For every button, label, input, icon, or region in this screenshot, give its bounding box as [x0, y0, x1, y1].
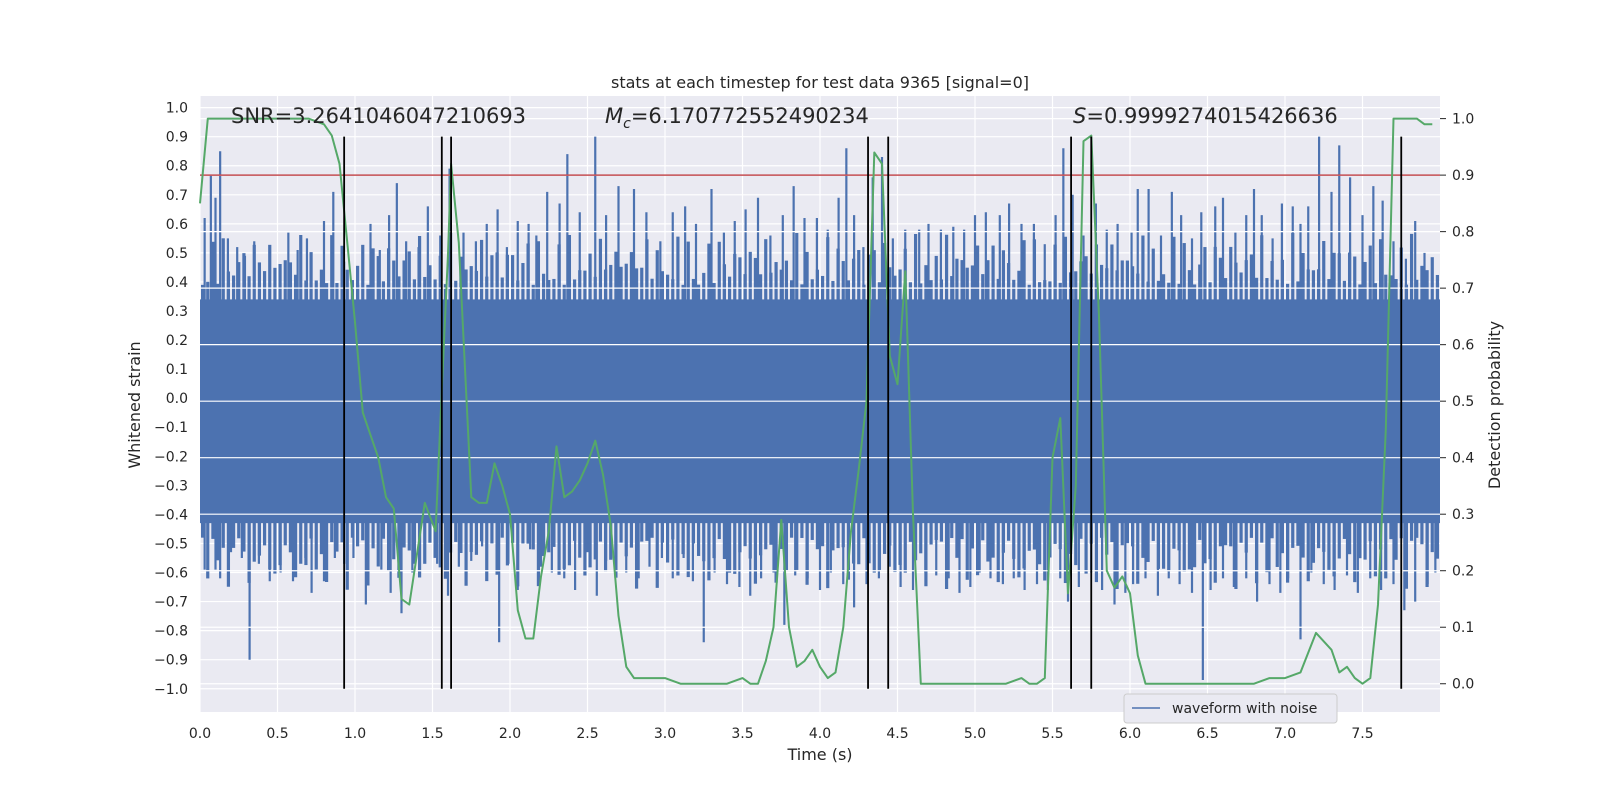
score-annotation: S=0.9999274015426636 [1073, 104, 1338, 128]
waveform-core-band [200, 299, 1440, 524]
x-tick-label: 1.5 [421, 726, 443, 742]
y2-axis-label: Detection probability [1485, 321, 1504, 489]
y-tick-label: −1.0 [154, 682, 188, 698]
score-value: =0.9999274015426636 [1086, 104, 1337, 128]
y2-tick-label: 0.3 [1452, 507, 1474, 523]
y2-tick-label: 0.4 [1452, 451, 1474, 467]
y2-tick-label: 0.6 [1452, 338, 1474, 354]
chirp-mass-annotation: Mc=6.170772552490234 [605, 104, 869, 132]
y-tick-labels: 1.0 0.9 0.8 0.7 0.6 0.5 0.4 0.3 0.2 0.1 0.0 −0.1 −0.… [154, 101, 188, 698]
y-tick-label: −0.9 [154, 653, 188, 669]
x-tick-label: 2.5 [576, 726, 598, 742]
waveform-series [200, 136, 1440, 681]
y-tick-label: 0.9 [166, 130, 188, 146]
x-tick-label: 4.0 [809, 726, 831, 742]
y-tick-label: −0.4 [154, 507, 188, 523]
detection-probability-series [199, 117, 1433, 685]
y2-tick-label: 0.8 [1452, 225, 1474, 241]
y2-tick-label: 0.5 [1452, 394, 1474, 410]
y-tick-label: −0.2 [154, 449, 188, 465]
x-tick-label: 7.5 [1351, 726, 1373, 742]
y-tick-label: 0.3 [166, 304, 188, 320]
x-tick-label: 0.0 [189, 726, 211, 742]
y-tick-label: −0.1 [154, 420, 188, 436]
x-tick-label: 1.0 [344, 726, 366, 742]
x-axis-label: Time (s) [786, 745, 852, 764]
x-tick-label: 5.5 [1041, 726, 1063, 742]
x-tick-labels: 0.0 0.5 1.0 1.5 2.0 2.5 3.0 3.5 4.0 4.5 5.0 5.5 6.0 6… [189, 726, 1374, 742]
x-tick-label: 3.0 [654, 726, 676, 742]
legend: waveform with noise [1123, 693, 1338, 724]
x-tick-label: 6.5 [1196, 726, 1218, 742]
y-tick-label: 0.6 [166, 217, 188, 233]
y-tick-label: −0.8 [154, 624, 188, 640]
chirp-mass-subscript: c [623, 116, 631, 132]
event-markers [343, 136, 1403, 689]
x-tick-label: 5.0 [964, 726, 986, 742]
y2-tick-label: 0.2 [1452, 564, 1474, 580]
chirp-mass-symbol: M [605, 104, 623, 128]
y-tick-label: 0.8 [166, 159, 188, 175]
legend-label: waveform with noise [1172, 701, 1317, 717]
y-tick-label: −0.6 [154, 566, 188, 582]
x-tick-label: 3.5 [731, 726, 753, 742]
y-tick-label: 0.5 [166, 246, 188, 262]
score-symbol: S [1073, 104, 1086, 128]
x-tick-label: 4.5 [886, 726, 908, 742]
y-tick-label: −0.5 [154, 536, 188, 552]
y-tick-label: 0.4 [166, 275, 188, 291]
x-tick-label: 7.0 [1274, 726, 1296, 742]
y-tick-label: −0.7 [154, 595, 188, 611]
y2-tick-label: 0.7 [1452, 281, 1474, 297]
chart-title: stats at each timestep for test data 936… [611, 73, 1029, 92]
y2-tick-label: 0.1 [1452, 620, 1474, 636]
y-tick-label: 0.0 [166, 391, 188, 407]
y-tick-label: 0.2 [166, 333, 188, 349]
y-tick-label: 0.1 [166, 362, 188, 378]
y2-tick-label: 1.0 [1452, 112, 1474, 128]
x-tick-label: 2.0 [499, 726, 521, 742]
y-tick-label: 1.0 [166, 101, 188, 117]
snr-annotation: SNR=3.2641046047210693 [231, 104, 526, 128]
y-axis-label: Whitened strain [125, 341, 144, 468]
x-tick-label: 6.0 [1119, 726, 1141, 742]
legend-box [1123, 693, 1338, 724]
detection-probability-line [199, 117, 1433, 685]
y2-tick-label: 0.0 [1452, 677, 1474, 693]
y2-tick-labels: 1.0 0.9 0.8 0.7 0.6 0.5 0.4 0.3 0.2 0.1 0.0 [1440, 112, 1474, 693]
chirp-mass-value: =6.170772552490234 [631, 104, 869, 128]
y-tick-label: 0.7 [166, 188, 188, 204]
x-tick-label: 0.5 [266, 726, 288, 742]
y2-tick-label: 0.9 [1452, 168, 1474, 184]
y-tick-label: −0.3 [154, 478, 188, 494]
